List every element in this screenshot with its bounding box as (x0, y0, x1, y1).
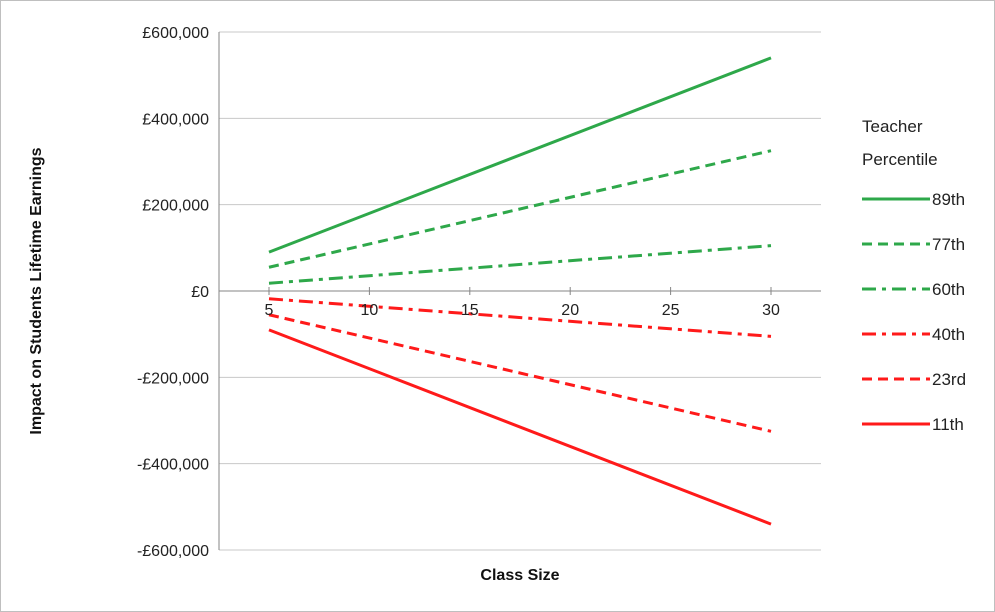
tick-labels: £600,000 £400,000 £200,000 £0 -£200,000 -£400… (137, 25, 780, 560)
series-line-40th (268, 297, 772, 338)
legend-label-77th: 77th (932, 235, 965, 254)
legend-label-11th: 11th (932, 415, 964, 434)
legend-title-line: Percentile (862, 150, 938, 169)
gridlines (219, 31, 821, 551)
series-lines (268, 56, 772, 526)
y-tick-label: -£600,000 (137, 543, 209, 560)
y-axis-title: Impact on Students Lifetime Earnings (28, 147, 45, 434)
axes (218, 32, 821, 550)
x-axis-title: Class Size (480, 567, 559, 584)
y-tick-label: -£200,000 (137, 370, 209, 387)
x-tick-label: 30 (762, 302, 780, 319)
series-line-11th (268, 328, 772, 526)
x-tick-label: 25 (662, 302, 680, 319)
x-tick-label: 15 (461, 302, 479, 319)
y-tick-label: £200,000 (142, 198, 209, 215)
legend-label-60th: 60th (932, 280, 965, 299)
x-tick-label: 10 (361, 302, 379, 319)
legend-title-line: Teacher (862, 117, 923, 136)
legend-label-23rd: 23rd (932, 370, 966, 389)
legend-label-40th: 40th (932, 325, 965, 344)
legend: Teacher Percentile 89th 77th 60th 40th 23rd 11t… (862, 117, 966, 434)
series-line-89th (268, 56, 772, 254)
series-line-23rd (268, 313, 772, 433)
y-tick-label: -£400,000 (137, 457, 209, 474)
y-tick-label: £400,000 (142, 111, 209, 128)
series-line-77th (268, 149, 772, 269)
series-line-60th (268, 244, 772, 285)
x-tick-label: 5 (265, 302, 274, 319)
x-tick-label: 20 (561, 302, 579, 319)
y-tick-label: £600,000 (142, 25, 209, 42)
legend-label-89th: 89th (932, 190, 965, 209)
y-tick-label: £0 (191, 284, 209, 301)
